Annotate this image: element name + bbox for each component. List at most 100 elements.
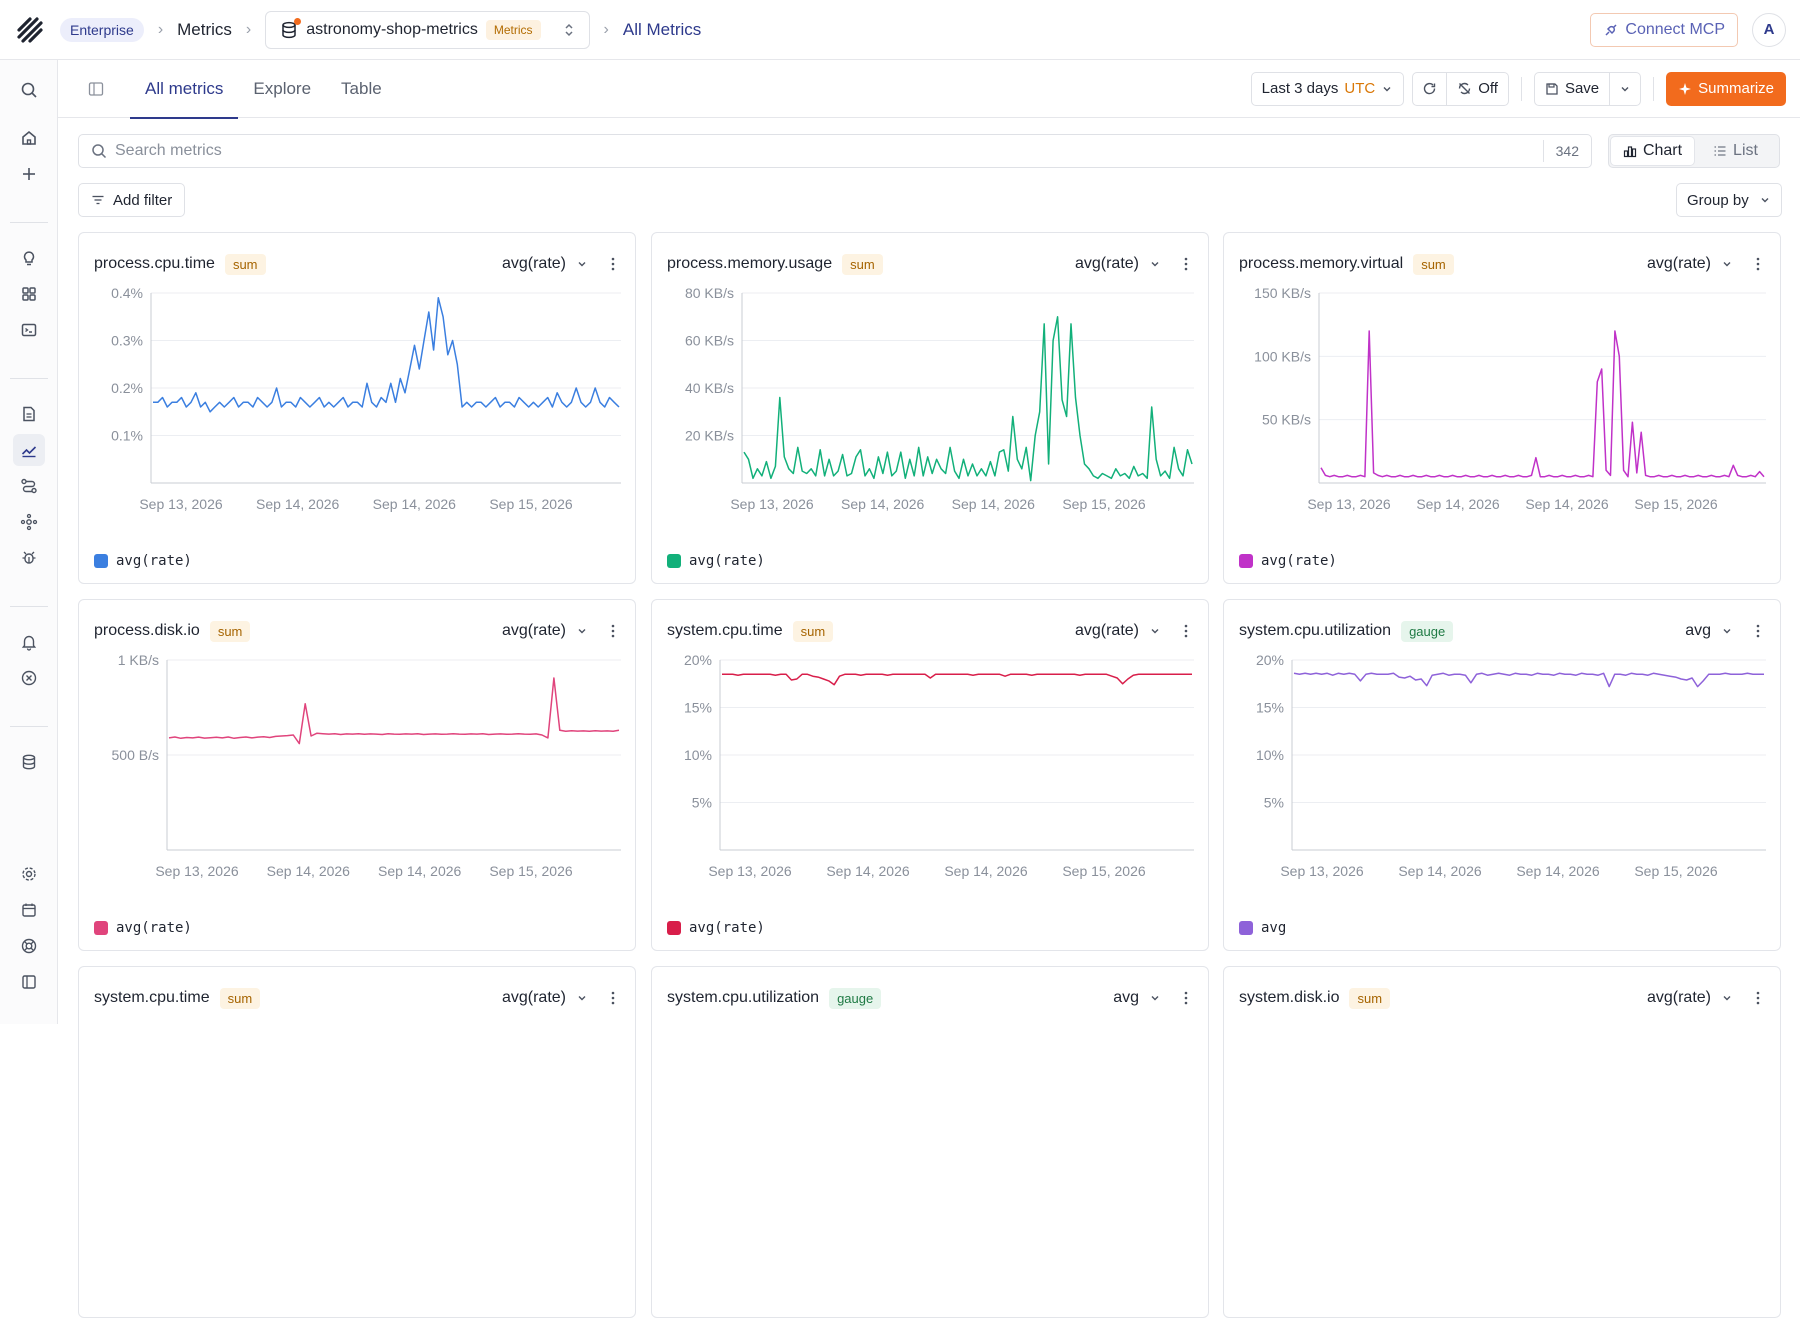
breadcrumb-metrics[interactable]: Metrics — [177, 19, 232, 39]
metrics-chart-icon[interactable] — [13, 434, 45, 466]
more-options-icon[interactable] — [1751, 991, 1765, 1005]
metric-card[interactable]: system.cpu.time sum avg(rate) — [78, 966, 636, 1318]
aggregation-select[interactable]: avg(rate) — [1647, 989, 1733, 1007]
aggregation-select[interactable]: avg — [1113, 989, 1161, 1007]
more-options-icon[interactable] — [1751, 257, 1765, 271]
auto-refresh-button[interactable]: Off — [1447, 71, 1509, 106]
series-line[interactable] — [1320, 330, 1765, 478]
chart-view-button[interactable]: Chart — [1611, 137, 1694, 165]
breadcrumb-current[interactable]: All Metrics — [622, 19, 702, 39]
metric-title[interactable]: system.disk.io — [1239, 989, 1340, 1006]
bug-icon[interactable] — [13, 542, 45, 574]
bell-icon[interactable] — [13, 626, 45, 658]
home-icon[interactable] — [13, 122, 45, 154]
help-lifebuoy-icon[interactable] — [13, 930, 45, 962]
metric-title[interactable]: system.cpu.utilization — [667, 989, 820, 1006]
save-options-button[interactable] — [1610, 71, 1642, 106]
list-view-button[interactable]: List — [1694, 137, 1777, 165]
x-tick-label: Sep 14, 2026 — [256, 496, 340, 512]
avatar[interactable]: A — [1752, 12, 1786, 47]
save-button[interactable]: Save — [1533, 71, 1611, 106]
tab-table[interactable]: Table — [341, 78, 382, 98]
tab-explore[interactable]: Explore — [253, 78, 312, 98]
metric-title[interactable]: system.cpu.utilization — [1239, 622, 1392, 639]
more-options-icon[interactable] — [1179, 624, 1193, 638]
metric-chart[interactable]: 0.4% 0.3% 0.2% 0.1% Sep 13, 2026 Sep 14, 2026… — [79, 283, 636, 533]
calendar-icon[interactable] — [13, 894, 45, 926]
more-options-icon[interactable] — [1179, 991, 1193, 1005]
more-options-icon[interactable] — [606, 257, 620, 271]
aggregation-select[interactable]: avg(rate) — [502, 622, 588, 640]
chart-legend[interactable]: avg(rate) — [667, 553, 765, 569]
logo[interactable] — [0, 0, 60, 60]
collapse-sidebar-icon[interactable] — [13, 966, 45, 998]
aggregation-select[interactable]: avg — [1685, 622, 1733, 640]
close-circle-icon[interactable] — [13, 662, 45, 694]
dashboards-icon[interactable] — [13, 278, 45, 310]
dataset-selector[interactable]: astronomy-shop-metrics Metrics — [265, 10, 590, 49]
metric-card[interactable]: system.cpu.utilization gauge avg 20% 15% 1… — [1223, 599, 1781, 951]
metric-title[interactable]: process.cpu.time — [94, 255, 215, 272]
series-line[interactable] — [722, 673, 1192, 686]
org-badge[interactable]: Enterprise — [60, 17, 144, 42]
metric-title[interactable]: process.memory.usage — [667, 255, 833, 272]
aggregation-select[interactable]: avg(rate) — [1647, 255, 1733, 273]
aggregation-select[interactable]: avg(rate) — [1075, 255, 1161, 273]
more-options-icon[interactable] — [606, 624, 620, 638]
search-icon — [92, 144, 107, 159]
metric-title[interactable]: system.cpu.time — [94, 989, 210, 1006]
series-line[interactable] — [168, 677, 620, 745]
plus-icon[interactable] — [13, 158, 45, 190]
aggregation-select[interactable]: avg(rate) — [502, 989, 588, 1007]
metric-card[interactable]: process.memory.usage sum avg(rate) 80 KB… — [651, 232, 1209, 584]
more-options-icon[interactable] — [1751, 624, 1765, 638]
search-input[interactable] — [115, 142, 1543, 160]
metric-card[interactable]: process.memory.virtual sum avg(rate) 150… — [1223, 232, 1781, 584]
metric-card-header: system.cpu.utilization gauge avg — [667, 985, 1193, 1011]
series-line[interactable] — [743, 316, 1193, 482]
metric-chart[interactable]: 80 KB/s 60 KB/s 40 KB/s 20 KB/s Sep 13, 2026… — [652, 283, 1209, 533]
chart-legend[interactable]: avg — [1239, 920, 1286, 936]
time-range-picker[interactable]: Last 3 days UTC — [1250, 71, 1405, 106]
save-icon — [1546, 82, 1558, 95]
group-by-select[interactable]: Group by — [1676, 183, 1782, 217]
metric-title[interactable]: system.cpu.time — [667, 622, 783, 639]
metric-chart[interactable]: 20% 15% 10% 5% Sep 13, 2026 Sep 14, 2026 Sep 1… — [1224, 650, 1781, 900]
traces-icon[interactable] — [13, 470, 45, 502]
metric-card[interactable]: process.disk.io sum avg(rate) 1 KB/s 500 … — [78, 599, 636, 951]
metric-chart[interactable]: 20% 15% 10% 5% Sep 13, 2026 Sep 14, 2026 Sep 1… — [652, 650, 1209, 900]
metric-title[interactable]: process.disk.io — [94, 622, 200, 639]
summarize-button[interactable]: Summarize — [1666, 71, 1786, 106]
chart-legend[interactable]: avg(rate) — [667, 920, 765, 936]
chart-legend[interactable]: avg(rate) — [94, 553, 192, 569]
metric-card[interactable]: system.cpu.utilization gauge avg — [651, 966, 1209, 1318]
tab-all-metrics[interactable]: All metrics — [130, 60, 239, 119]
connect-mcp-button[interactable]: Connect MCP — [1590, 12, 1738, 47]
chart-legend[interactable]: avg(rate) — [1239, 553, 1337, 569]
refresh-button[interactable] — [1412, 71, 1448, 106]
more-options-icon[interactable] — [1179, 257, 1193, 271]
metric-title[interactable]: process.memory.virtual — [1239, 255, 1404, 272]
series-line[interactable] — [1293, 672, 1764, 688]
metric-card[interactable]: system.disk.io sum avg(rate) — [1223, 966, 1781, 1318]
panel-toggle-icon[interactable] — [84, 77, 108, 101]
metric-chart[interactable]: 1 KB/s 500 B/s Sep 13, 2026 Sep 14, 2026 Sep… — [79, 650, 636, 900]
aggregation-select[interactable]: avg(rate) — [1075, 622, 1161, 640]
chevron-down-icon — [1151, 629, 1159, 634]
lightbulb-icon[interactable] — [13, 242, 45, 274]
search-icon[interactable] — [13, 74, 45, 106]
more-options-icon[interactable] — [606, 991, 620, 1005]
aggregation-select[interactable]: avg(rate) — [502, 255, 588, 273]
services-map-icon[interactable] — [13, 506, 45, 538]
gear-icon[interactable] — [13, 858, 45, 890]
series-line[interactable] — [153, 297, 620, 413]
metric-kind-badge: sum — [219, 987, 261, 1009]
metric-chart[interactable]: 150 KB/s 100 KB/s 50 KB/s Sep 13, 2026 Sep 1… — [1224, 283, 1781, 533]
chart-legend[interactable]: avg(rate) — [94, 920, 192, 936]
metric-card[interactable]: system.cpu.time sum avg(rate) 20% 15% 10% 5… — [651, 599, 1209, 951]
terminal-icon[interactable] — [13, 314, 45, 346]
datasets-icon[interactable] — [13, 746, 45, 778]
document-icon[interactable] — [13, 398, 45, 430]
metric-card[interactable]: process.cpu.time sum avg(rate) 0.4% 0.3% 0… — [78, 232, 636, 584]
add-filter-button[interactable]: Add filter — [78, 183, 186, 217]
